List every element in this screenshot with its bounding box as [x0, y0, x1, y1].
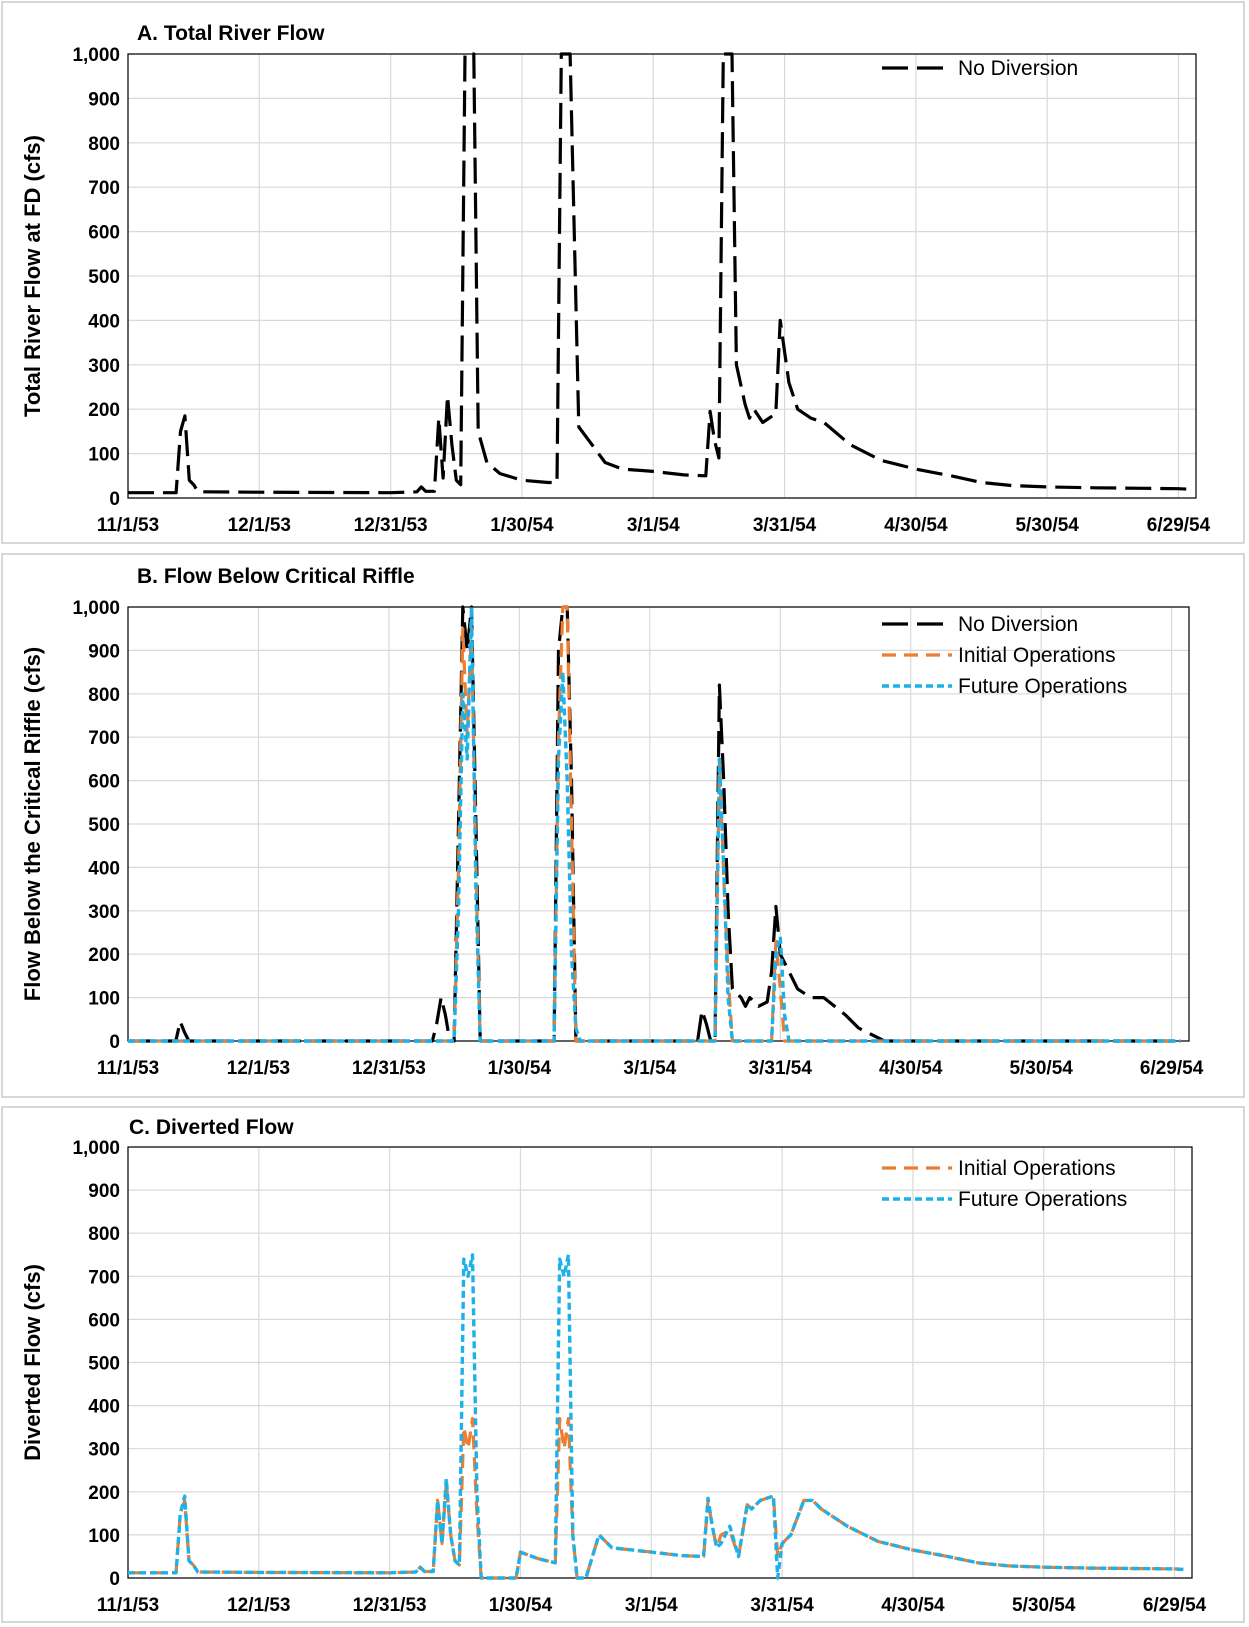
series-line-future-operations	[128, 605, 1181, 1043]
legend-label: No Diversion	[958, 613, 1078, 636]
y-tick-label: 1,000	[72, 1138, 120, 1159]
x-tick-label: 12/1/53	[227, 1058, 290, 1079]
legend-label: No Diversion	[958, 57, 1078, 80]
panel-border	[1, 1106, 1245, 1623]
x-tick-label: 11/1/53	[97, 1595, 159, 1616]
y-tick-label: 400	[88, 858, 120, 879]
legend-label: Initial Operations	[958, 644, 1116, 667]
y-axis-title: Flow Below the Critical Riffle (cfs)	[20, 647, 45, 1001]
x-tick-label: 4/30/54	[879, 1058, 943, 1079]
panel-border	[1, 1, 1245, 544]
x-tick-label: 3/1/54	[623, 1058, 676, 1079]
chart-panel-b: 0 100 200 300 400 500 600 700 800 900 1,000 11/1/53…	[1, 553, 1245, 1098]
x-tick-label: 12/1/53	[227, 1595, 290, 1616]
x-tick-label: 3/1/54	[625, 1595, 678, 1616]
y-tick-label: 800	[88, 134, 120, 155]
y-tick-label: 300	[88, 902, 120, 923]
chart-title: C. Diverted Flow	[129, 1116, 294, 1139]
x-tick-label: 1/30/54	[489, 1595, 553, 1616]
y-tick-label: 500	[88, 267, 120, 288]
series-line-no-diversion	[128, 605, 1181, 1043]
chart-title: B. Flow Below Critical Riffle	[137, 565, 415, 588]
legend-label: Initial Operations	[958, 1157, 1116, 1180]
y-tick-label: 0	[109, 1032, 120, 1053]
y-tick-label: 1,000	[72, 45, 120, 66]
legend: No Diversion	[882, 57, 1078, 80]
x-tick-label: 11/1/53	[97, 1058, 159, 1079]
x-tick-label: 6/29/54	[1143, 1595, 1207, 1616]
x-tick-label: 3/1/54	[627, 515, 680, 536]
x-tick-label: 3/31/54	[753, 515, 817, 536]
y-tick-label: 200	[88, 1483, 120, 1504]
chart-panel-c: 0 100 200 300 400 500 600 700 800 900 1,000 11/1/53…	[1, 1106, 1245, 1623]
x-tick-label: 3/31/54	[750, 1595, 814, 1616]
y-tick-label: 300	[88, 1440, 120, 1461]
series-line-initial-operations	[128, 605, 1181, 1043]
y-tick-label: 600	[88, 223, 120, 244]
y-tick-label: 0	[109, 1569, 120, 1590]
panel-border	[1, 553, 1245, 1098]
x-tick-label: 3/31/54	[749, 1058, 813, 1079]
legend-label: Future Operations	[958, 1188, 1127, 1211]
legend: Initial Operations Future Operations	[882, 1157, 1127, 1211]
x-tick-label: 12/31/53	[353, 1595, 427, 1616]
y-tick-label: 600	[88, 1310, 120, 1331]
series-line-no-diversion	[128, 52, 1188, 495]
x-tick-label: 5/30/54	[1012, 1595, 1076, 1616]
y-axis-title: Total River Flow at FD (cfs)	[20, 135, 45, 417]
x-tick-label: 1/30/54	[488, 1058, 552, 1079]
legend-label: Future Operations	[958, 675, 1127, 698]
x-tick-label: 12/31/53	[352, 1058, 426, 1079]
x-tick-label: 12/31/53	[354, 515, 428, 536]
series-line-future-operations	[128, 1253, 1184, 1580]
y-tick-label: 200	[88, 945, 120, 966]
x-tick-label: 12/1/53	[228, 515, 291, 536]
plot-area-frame	[127, 1146, 1193, 1579]
y-tick-label: 0	[109, 489, 120, 510]
y-tick-label: 900	[88, 89, 120, 110]
y-tick-label: 1,000	[72, 598, 120, 619]
y-tick-label: 700	[88, 1267, 120, 1288]
y-tick-label: 200	[88, 400, 120, 421]
x-tick-label: 6/29/54	[1140, 1058, 1204, 1079]
x-tick-label: 6/29/54	[1147, 515, 1211, 536]
y-tick-label: 800	[88, 1224, 120, 1245]
x-tick-label: 4/30/54	[881, 1595, 945, 1616]
chart-panel-a: 0 100 200 300 400 500 600 700 800 900 1,000 11/1/53…	[1, 1, 1245, 544]
y-tick-label: 900	[88, 641, 120, 662]
x-tick-label: 5/30/54	[1009, 1058, 1073, 1079]
chart-title: A. Total River Flow	[137, 22, 325, 45]
y-tick-label: 500	[88, 815, 120, 836]
y-tick-label: 100	[88, 445, 120, 466]
plot-area-frame	[127, 53, 1197, 499]
y-tick-label: 700	[88, 728, 120, 749]
x-tick-label: 1/30/54	[490, 515, 554, 536]
x-tick-label: 11/1/53	[97, 515, 159, 536]
y-tick-label: 800	[88, 685, 120, 706]
y-tick-label: 100	[88, 989, 120, 1010]
x-tick-label: 4/30/54	[884, 515, 948, 536]
y-tick-label: 400	[88, 1397, 120, 1418]
y-tick-label: 400	[88, 311, 120, 332]
y-tick-label: 100	[88, 1526, 120, 1547]
y-axis-title: Diverted Flow (cfs)	[20, 1264, 45, 1461]
legend: No Diversion Initial Operations Future Ope…	[882, 613, 1127, 698]
y-tick-label: 300	[88, 356, 120, 377]
y-tick-label: 700	[88, 178, 120, 199]
y-tick-label: 500	[88, 1354, 120, 1375]
x-tick-label: 5/30/54	[1015, 515, 1079, 536]
y-tick-label: 900	[88, 1181, 120, 1202]
y-tick-label: 600	[88, 772, 120, 793]
